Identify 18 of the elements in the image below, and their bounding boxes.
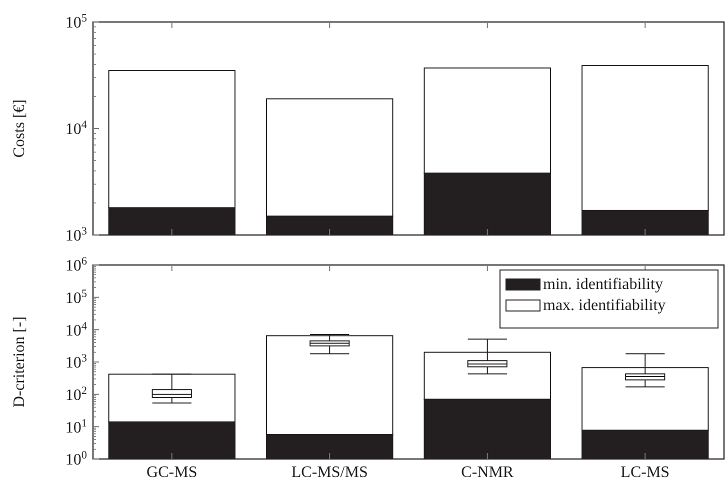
y-axis-title: D-criterion [-] — [11, 316, 28, 408]
y-tick-label: 10$^{3}$ — [65, 352, 88, 372]
y-tick-label: 10$^{6}$ — [65, 256, 88, 275]
y-tick-label: 10$^{5}$ — [65, 288, 88, 307]
x-tick-label: LC-MS/MS — [291, 464, 368, 481]
x-tick-label: LC-MS — [620, 464, 670, 481]
y-tick-label: 10$^{5}$ — [65, 12, 88, 32]
legend-label: min. identifiability — [543, 276, 663, 293]
y-tick-label: 10$^{4}$ — [65, 119, 88, 138]
y-axis-title: Costs [€] — [11, 99, 28, 158]
y-tick-label: 10$^{0}$ — [65, 450, 88, 469]
y-tick-label: 10$^{1}$ — [65, 417, 87, 436]
x-tick-label: GC-MS — [146, 464, 198, 481]
legend-label: max. identifiability — [543, 297, 666, 314]
y-tick-label: 10$^{4}$ — [65, 320, 88, 340]
x-tick-label: C-NMR — [461, 464, 514, 481]
y-tick-label: 10$^{3}$ — [65, 226, 88, 245]
y-tick-label: 10$^{2}$ — [65, 384, 87, 404]
